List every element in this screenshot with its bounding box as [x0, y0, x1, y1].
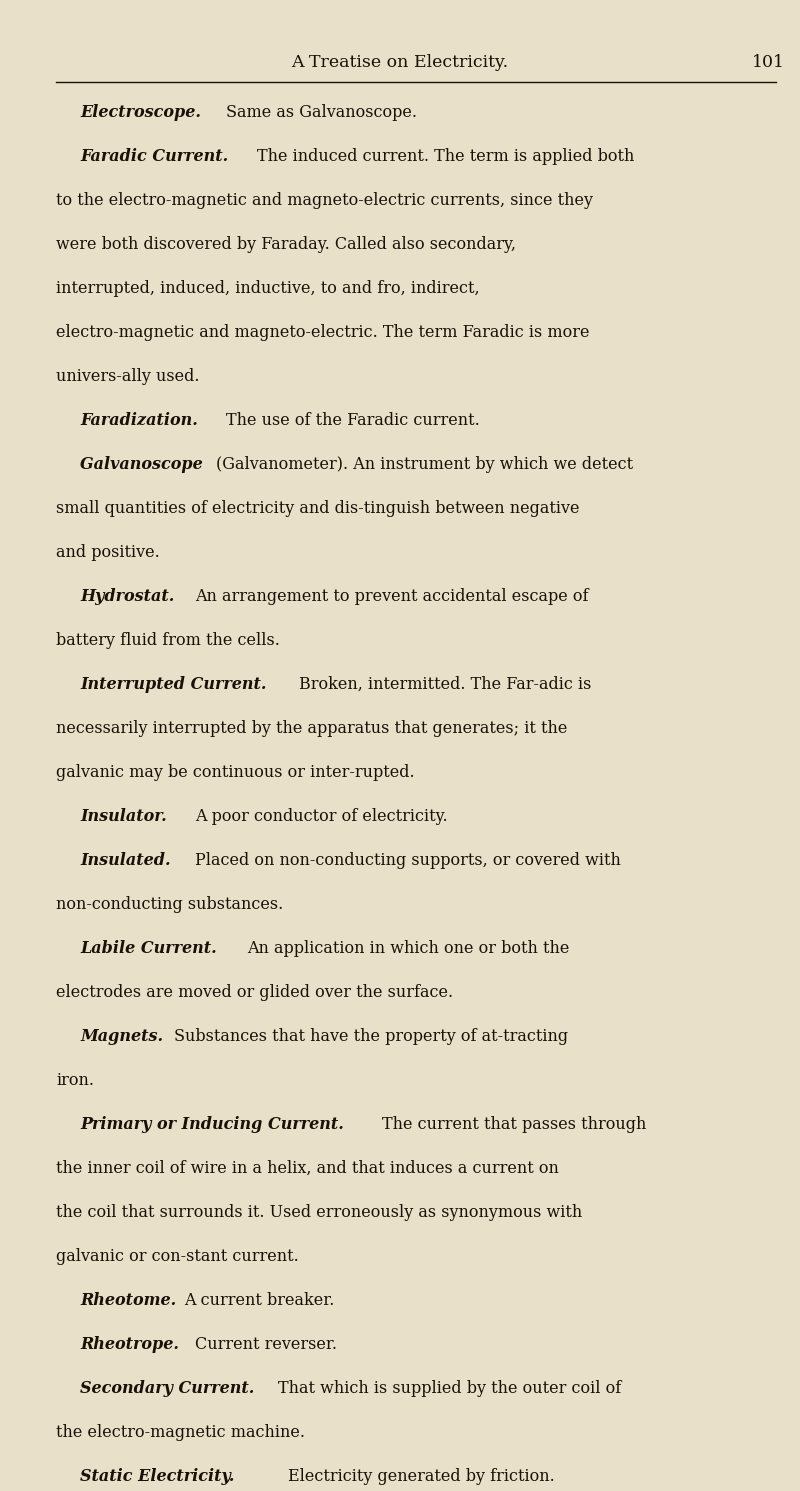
Text: Substances that have the property of at-tracting: Substances that have the property of at-…: [174, 1027, 568, 1045]
Text: necessarily interrupted by the apparatus that generates; it the: necessarily interrupted by the apparatus…: [56, 720, 567, 737]
Text: Galvanoscope: Galvanoscope: [80, 456, 208, 473]
Text: Magnets.: Magnets.: [80, 1027, 169, 1045]
Text: electrodes are moved or glided over the surface.: electrodes are moved or glided over the …: [56, 984, 453, 1000]
Text: An application in which one or both the: An application in which one or both the: [246, 939, 569, 957]
Text: interrupted, induced, inductive, to and fro, indirect,: interrupted, induced, inductive, to and …: [56, 280, 480, 297]
Text: Electricity generated by friction.: Electricity generated by friction.: [289, 1467, 555, 1485]
Text: Broken, intermitted. The Far-adic is: Broken, intermitted. The Far-adic is: [299, 675, 591, 693]
Text: Placed on non-conducting supports, or covered with: Placed on non-conducting supports, or co…: [194, 851, 621, 869]
Text: Secondary Current.: Secondary Current.: [80, 1379, 260, 1397]
Text: (Galvanometer). An instrument by which we detect: (Galvanometer). An instrument by which w…: [215, 456, 633, 473]
Text: univers-ally used.: univers-ally used.: [56, 368, 199, 385]
Text: non-conducting substances.: non-conducting substances.: [56, 896, 283, 912]
Text: Static Electricity.: Static Electricity.: [80, 1467, 240, 1485]
Text: That which is supplied by the outer coil of: That which is supplied by the outer coil…: [278, 1379, 622, 1397]
Text: A poor conductor of electricity.: A poor conductor of electricity.: [194, 808, 447, 825]
Text: Insulator.: Insulator.: [80, 808, 172, 825]
Text: A Treatise on Electricity.: A Treatise on Electricity.: [291, 54, 509, 72]
Text: electro-magnetic and magneto-electric. The term Faradic is more: electro-magnetic and magneto-electric. T…: [56, 324, 590, 341]
Text: and positive.: and positive.: [56, 544, 160, 561]
Text: A current breaker.: A current breaker.: [184, 1291, 334, 1309]
Text: small quantities of electricity and dis-tinguish between negative: small quantities of electricity and dis-…: [56, 499, 579, 517]
Text: Hydrostat.: Hydrostat.: [80, 587, 180, 605]
Text: Electroscope.: Electroscope.: [80, 104, 206, 121]
Text: Current reverser.: Current reverser.: [194, 1336, 337, 1352]
Text: An arrangement to prevent accidental escape of: An arrangement to prevent accidental esc…: [194, 587, 588, 605]
Text: Faradic Current.: Faradic Current.: [80, 148, 234, 166]
Text: Insulated.: Insulated.: [80, 851, 176, 869]
Text: were both discovered by Faraday. Called also secondary,: were both discovered by Faraday. Called …: [56, 236, 516, 253]
Text: to the electro-magnetic and magneto-electric currents, since they: to the electro-magnetic and magneto-elec…: [56, 192, 593, 209]
Text: 101: 101: [752, 54, 785, 72]
Text: battery fluid from the cells.: battery fluid from the cells.: [56, 632, 280, 649]
Text: The current that passes through: The current that passes through: [382, 1115, 646, 1133]
Text: the electro-magnetic machine.: the electro-magnetic machine.: [56, 1424, 305, 1440]
Text: The use of the Faradic current.: The use of the Faradic current.: [226, 412, 480, 429]
Text: Primary or Inducing Current.: Primary or Inducing Current.: [80, 1115, 350, 1133]
Text: Interrupted Current.: Interrupted Current.: [80, 675, 272, 693]
Text: Rheotome.: Rheotome.: [80, 1291, 182, 1309]
Text: Faradization.: Faradization.: [80, 412, 203, 429]
Text: the inner coil of wire in a helix, and that induces a current on: the inner coil of wire in a helix, and t…: [56, 1160, 559, 1176]
Text: The induced current. The term is applied both: The induced current. The term is applied…: [258, 148, 634, 166]
Text: Same as Galvanoscope.: Same as Galvanoscope.: [226, 104, 417, 121]
Text: the coil that surrounds it. Used erroneously as synonymous with: the coil that surrounds it. Used erroneo…: [56, 1203, 582, 1221]
Text: iron.: iron.: [56, 1072, 94, 1088]
Text: Labile Current.: Labile Current.: [80, 939, 222, 957]
Text: galvanic or con-stant current.: galvanic or con-stant current.: [56, 1248, 298, 1264]
Text: galvanic may be continuous or inter-rupted.: galvanic may be continuous or inter-rupt…: [56, 763, 414, 781]
Text: Rheotrope.: Rheotrope.: [80, 1336, 185, 1352]
